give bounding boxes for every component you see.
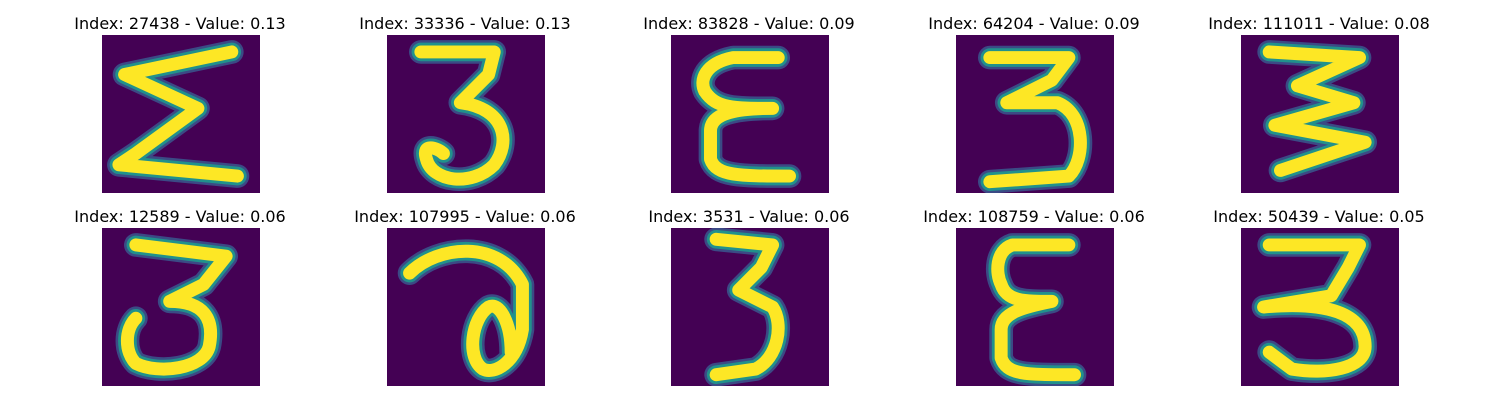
glyph-stroke bbox=[403, 244, 529, 377]
glyph-stroke bbox=[991, 238, 1081, 382]
image-panel: Index: 27438 - Value: 0.13 bbox=[30, 14, 330, 204]
glyph-stroke bbox=[112, 45, 244, 183]
digit-image bbox=[102, 228, 260, 386]
digit-glyph bbox=[985, 233, 1087, 386]
digit-image bbox=[1241, 35, 1399, 193]
digit-glyph bbox=[107, 40, 250, 188]
digit-glyph bbox=[115, 233, 238, 381]
panel-title: Index: 108759 - Value: 0.06 bbox=[923, 207, 1145, 226]
digit-image bbox=[956, 228, 1114, 386]
image-panel: Index: 107995 - Value: 0.06 bbox=[315, 207, 615, 397]
digit-image bbox=[387, 228, 545, 386]
digit-image bbox=[671, 228, 829, 386]
glyph-stroke bbox=[696, 51, 796, 183]
image-panel: Index: 64204 - Value: 0.09 bbox=[884, 14, 1184, 204]
digit-glyph bbox=[1257, 40, 1377, 183]
image-panel: Index: 50439 - Value: 0.05 bbox=[1169, 207, 1469, 397]
digit-glyph bbox=[978, 45, 1093, 193]
glyph-stroke bbox=[414, 45, 510, 186]
digit-glyph bbox=[1251, 233, 1377, 383]
panel-title: Index: 107995 - Value: 0.06 bbox=[354, 207, 576, 226]
digit-glyph bbox=[704, 228, 791, 386]
image-panel: Index: 12589 - Value: 0.06 bbox=[30, 207, 330, 397]
panel-title: Index: 12589 - Value: 0.06 bbox=[74, 207, 286, 226]
digit-glyph bbox=[691, 45, 802, 188]
glyph-stroke bbox=[120, 238, 233, 376]
digit-image bbox=[956, 35, 1114, 193]
digit-image bbox=[671, 35, 829, 193]
glyph-stroke bbox=[983, 51, 1087, 189]
glyph-stroke bbox=[709, 232, 785, 382]
glyph-stroke bbox=[1257, 238, 1372, 378]
digit-glyph bbox=[397, 239, 535, 383]
digit-image bbox=[102, 35, 260, 193]
panel-title: Index: 27438 - Value: 0.13 bbox=[74, 14, 286, 33]
panel-title: Index: 33336 - Value: 0.13 bbox=[359, 14, 571, 33]
panel-title: Index: 111011 - Value: 0.08 bbox=[1208, 14, 1430, 33]
panel-title: Index: 83828 - Value: 0.09 bbox=[643, 14, 855, 33]
digit-glyph bbox=[409, 40, 515, 191]
panel-title: Index: 64204 - Value: 0.09 bbox=[928, 14, 1140, 33]
digit-image bbox=[1241, 228, 1399, 386]
image-panel: Index: 111011 - Value: 0.08 bbox=[1169, 14, 1469, 204]
glyph-stroke bbox=[1262, 45, 1372, 177]
panel-title: Index: 3531 - Value: 0.06 bbox=[648, 207, 850, 226]
image-panel: Index: 3531 - Value: 0.06 bbox=[599, 207, 899, 397]
image-panel: Index: 108759 - Value: 0.06 bbox=[884, 207, 1184, 397]
image-panel: Index: 33336 - Value: 0.13 bbox=[315, 14, 615, 204]
digit-image bbox=[387, 35, 545, 193]
panel-title: Index: 50439 - Value: 0.05 bbox=[1213, 207, 1425, 226]
image-panel: Index: 83828 - Value: 0.09 bbox=[599, 14, 899, 204]
